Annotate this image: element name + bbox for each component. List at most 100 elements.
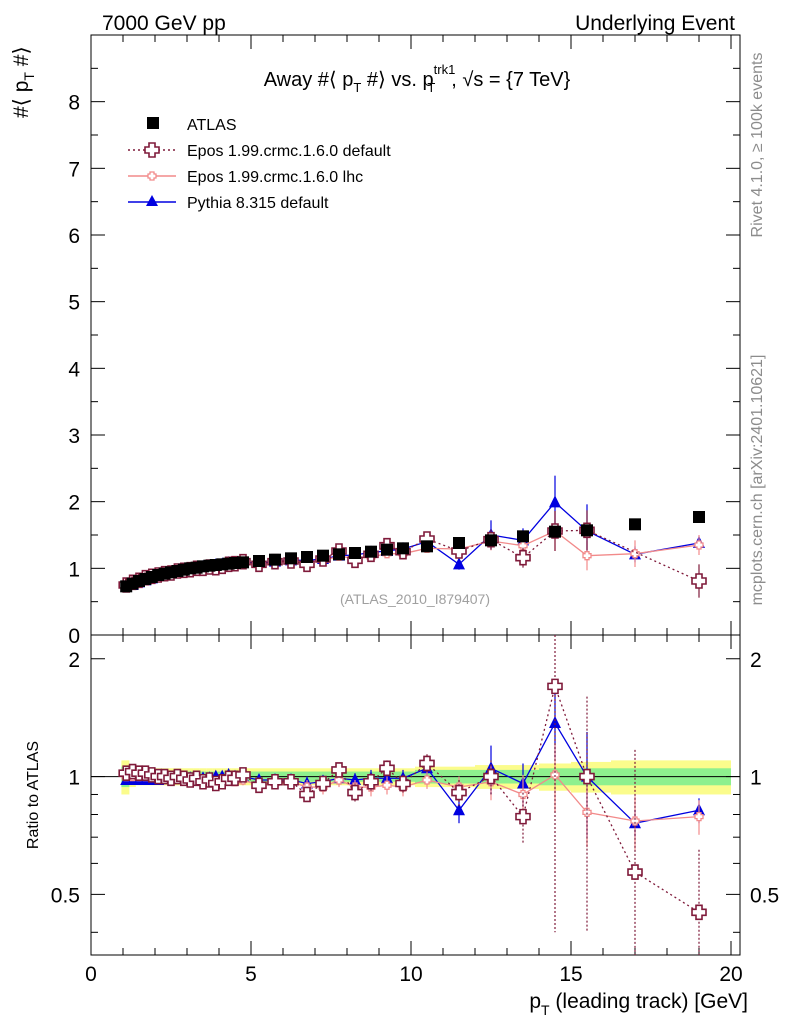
legend-marker-epos-default (144, 142, 160, 158)
title-sub1: T (353, 80, 361, 95)
x-tick-label: 10 (399, 963, 422, 986)
main-point-atlas (237, 556, 249, 569)
title-part-post: , √s = {7 TeV} (451, 69, 570, 91)
main-point-atlas (349, 547, 361, 559)
axis-tick-labels: 0 5 10 15 20 0 1 2 3 4 5 6 7 8 0.5 0.5 1 1 2 2 (51, 92, 779, 986)
ratio-y-tick-label-right: 1 (750, 767, 762, 790)
ratio-line-epos-default (126, 684, 700, 913)
main-y-axis-label: #⟨ pT #⟩ (10, 46, 37, 118)
legend-label-epos-default: Epos 1.99.crmc.1.6.0 default (187, 143, 391, 160)
main-point-atlas (381, 543, 393, 556)
ratio-y-tick-label-left: 2 (68, 649, 80, 672)
main-point-epos-lhc (582, 551, 592, 561)
axis-ticks (90, 34, 740, 955)
ratio-point-epos-lhc (382, 780, 392, 790)
xlabel-sub: T (541, 1002, 550, 1018)
ratio-y-tick-label-left: 0.5 (51, 884, 80, 907)
ratio-y-tick-label-right: 2 (750, 649, 762, 672)
main-point-epos-lhc (694, 540, 704, 550)
xlabel-post: (leading track) [GeV] (550, 990, 748, 1013)
main-point-pythia (549, 495, 561, 508)
title-part-mid: #⟩ vs. p (361, 69, 433, 91)
ratio-point-epos-default (283, 773, 299, 790)
title-sup: trk1 (434, 62, 456, 77)
mcplots-side-label: mcplots.cern.ch [arXiv:2401.10621] (749, 355, 766, 606)
main-point-atlas (581, 524, 593, 537)
ratio-point-epos-lhc (694, 811, 704, 822)
ratio-point-epos-default (419, 755, 435, 772)
legend-marker-pythia (146, 195, 158, 206)
ratio-point-epos-default (547, 678, 563, 695)
legend-label-atlas: ATLAS (187, 117, 237, 134)
ratio-series-group (118, 635, 707, 955)
x-tick-label: 15 (559, 963, 582, 986)
ratio-y-tick-label-right: 0.5 (750, 884, 779, 907)
ratio-point-epos-default (379, 760, 395, 777)
ratio-point-epos-default (331, 762, 347, 778)
ylabel-pre: #⟨ p (10, 81, 33, 118)
main-point-atlas (693, 511, 705, 523)
ratio-point-epos-default (627, 864, 643, 880)
rivet-side-label: Rivet 4.1.0, ≥ 100k events (749, 53, 766, 238)
ratio-y-axis-label: Ratio to ATLAS (25, 741, 42, 849)
main-line-epos-default (125, 529, 700, 586)
ratio-point-pythia (549, 716, 561, 729)
ratio-point-epos-default (451, 784, 467, 801)
ratio-point-epos-lhc (422, 775, 432, 785)
main-point-atlas (301, 551, 313, 563)
x-axis-label: pT (leading track) [GeV] (529, 990, 748, 1018)
main-point-pythia (453, 557, 465, 570)
main-y-tick-label: 0 (68, 625, 80, 648)
ratio-point-epos-default (395, 775, 411, 792)
ylabel-post: #⟩ (10, 46, 33, 72)
main-point-atlas (549, 525, 561, 538)
legend-label-epos-lhc: Epos 1.99.crmc.1.6.0 lhc (187, 169, 363, 186)
x-tick-label: 0 (85, 963, 97, 986)
header-left-label: 7000 GeV pp (102, 12, 226, 35)
ratio-point-epos-default (235, 767, 251, 783)
main-point-atlas (285, 552, 297, 565)
main-y-tick-label: 6 (68, 225, 80, 248)
ratio-point-epos-default (691, 904, 707, 921)
ylabel-sub: T (21, 72, 37, 81)
legend-label-pythia: Pythia 8.315 default (187, 195, 329, 212)
main-point-atlas (269, 553, 281, 566)
main-point-atlas (365, 545, 377, 558)
main-point-atlas (517, 530, 529, 543)
main-y-tick-label: 1 (68, 558, 80, 581)
ratio-point-epos-lhc (630, 816, 640, 826)
x-tick-label: 20 (719, 963, 742, 986)
plot-title: Away #⟨ pT #⟩ vs. ptrk1 T, √s = {7 TeV} (264, 62, 571, 95)
main-point-atlas (629, 518, 641, 531)
main-y-tick-label: 8 (68, 92, 80, 115)
ratio-point-epos-default (579, 768, 595, 785)
main-point-atlas (253, 555, 265, 567)
ratio-point-epos-default (483, 768, 499, 785)
ratio-point-epos-default (299, 786, 315, 803)
ratio-point-epos-default (363, 773, 379, 790)
ratio-point-pythia (453, 803, 465, 816)
main-y-tick-label: 3 (68, 425, 80, 448)
ratio-point-epos-default (515, 808, 531, 825)
main-point-epos-default (691, 573, 707, 589)
title-sub2: T (427, 80, 435, 95)
main-point-epos-lhc (518, 541, 528, 551)
x-tick-label: 5 (245, 963, 257, 986)
xlabel-pre: p (529, 990, 541, 1013)
ratio-point-epos-default (251, 777, 267, 794)
main-point-atlas (317, 549, 329, 562)
ratio-point-epos-lhc (550, 770, 560, 780)
ratio-point-pythia (349, 772, 361, 785)
main-point-atlas (397, 542, 409, 555)
analysis-watermark: (ATLAS_2010_I879407) (340, 591, 490, 607)
legend: ATLAS Epos 1.99.crmc.1.6.0 default Epos … (128, 117, 391, 212)
header-right-label: Underlying Event (575, 12, 735, 35)
title-part-pre: Away #⟨ p (264, 69, 354, 91)
main-y-tick-label: 4 (68, 358, 80, 381)
ratio-point-epos-lhc (334, 775, 344, 785)
ratio-point-epos-default (267, 773, 283, 790)
legend-marker-atlas (147, 117, 159, 129)
ratio-y-tick-label-left: 1 (68, 767, 80, 790)
main-y-tick-label: 7 (68, 158, 80, 181)
